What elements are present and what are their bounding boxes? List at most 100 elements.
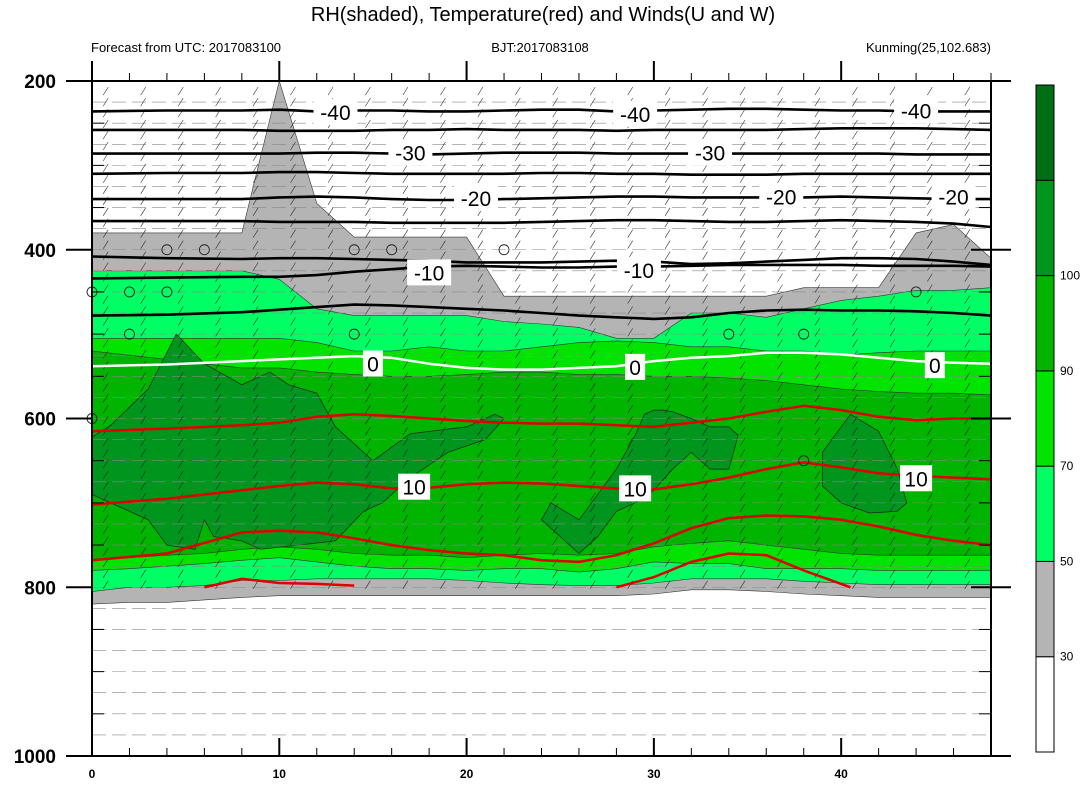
contour-labels: -40 -40 -40 -30 -30 -20 -20 -20 -10 -10 0 0 0 10 10 10 — [313, 97, 976, 502]
wind-barb — [889, 427, 896, 436]
wind-barb — [964, 328, 971, 337]
wind-barb — [365, 427, 371, 436]
wind-barb — [552, 152, 558, 162]
wind-barb — [777, 569, 783, 578]
wind-barb — [589, 547, 596, 556]
wind-barb — [365, 470, 371, 480]
wind-barb — [402, 86, 409, 96]
wind-barb — [177, 394, 184, 403]
wind-barb — [440, 207, 446, 216]
wind-barb — [327, 317, 334, 326]
wind-barb — [627, 383, 633, 392]
wind-barb — [290, 97, 296, 107]
wind-barb — [290, 503, 296, 513]
wind-barb — [814, 448, 821, 458]
wind-barb — [889, 229, 896, 238]
wind-barb — [215, 86, 221, 96]
wind-barb — [177, 580, 184, 589]
wind-barb — [515, 394, 521, 403]
wind-barb — [927, 427, 933, 436]
wind-barb — [177, 86, 184, 96]
wind-barb — [814, 416, 821, 425]
wind-barb — [777, 240, 783, 249]
wind-barb — [777, 448, 783, 458]
wind-barb — [140, 130, 146, 140]
wind-barb — [702, 361, 708, 370]
wind-barb — [252, 240, 259, 249]
wind-barb — [477, 251, 484, 260]
contour-label: 10 — [904, 468, 927, 491]
wind-barb — [552, 174, 558, 184]
wind-barb — [852, 86, 858, 96]
wind-barb — [327, 547, 334, 556]
contour-label-box — [688, 139, 733, 166]
wind-barb — [739, 119, 746, 129]
wind-barb — [852, 503, 858, 513]
wind-barb — [589, 350, 596, 359]
wind-barb — [177, 240, 184, 249]
wind-barb — [814, 163, 821, 173]
wind-barb — [477, 416, 484, 425]
wind-barb — [440, 514, 446, 524]
wind-barb — [702, 306, 708, 315]
wind-barb — [852, 163, 858, 173]
wind-barb — [739, 295, 746, 304]
wind-barb — [664, 163, 671, 173]
contour-label: 0 — [629, 357, 641, 380]
wind-barb — [177, 350, 184, 359]
wind-barb — [664, 119, 671, 129]
wind-barb — [140, 185, 146, 194]
wind-barb — [402, 207, 409, 216]
wind-barb — [852, 240, 858, 249]
wind-barb — [552, 229, 558, 238]
wind-barb — [290, 405, 296, 414]
wind-barb — [664, 240, 671, 249]
wind-barb — [290, 580, 296, 589]
wind-barb — [927, 240, 933, 249]
wind-barb — [215, 163, 221, 173]
wind-barb — [889, 558, 896, 567]
wind-barb — [290, 470, 296, 480]
wind-barb — [252, 295, 259, 304]
wind-barb — [252, 350, 259, 359]
wind-barb — [552, 372, 558, 381]
wind-barb — [215, 427, 221, 436]
wind-barb — [402, 350, 409, 359]
wind-barb — [552, 459, 558, 469]
wind-barb — [140, 328, 146, 337]
wind-barb — [290, 547, 296, 556]
wind-barb — [477, 448, 484, 458]
wind-barb — [477, 383, 484, 392]
wind-barb — [852, 141, 858, 151]
colorbar-label: 90 — [1060, 364, 1074, 378]
wind-barb — [290, 459, 296, 469]
wind-barb — [627, 558, 633, 567]
wind-barb — [589, 328, 596, 337]
temperature-contour — [91, 514, 992, 564]
wind-barb — [215, 284, 221, 293]
wind-barb — [627, 306, 633, 315]
wind-barb — [327, 262, 334, 271]
wind-barb — [177, 119, 184, 129]
wind-barb — [440, 503, 446, 513]
wind-barb — [252, 492, 259, 502]
wind-barb — [252, 514, 259, 524]
wind-barb — [964, 503, 971, 513]
wind-barb — [777, 503, 783, 513]
wind-barb — [290, 163, 296, 173]
wind-barb — [627, 459, 633, 469]
wind-barb — [777, 361, 783, 370]
wind-barb — [140, 470, 146, 480]
wind-barb — [477, 163, 484, 173]
wind-barb — [702, 339, 708, 348]
wind-barb — [515, 492, 521, 502]
wind-barb — [814, 97, 821, 107]
wind-barb — [140, 503, 146, 513]
x-tick-label: 10 — [273, 767, 287, 781]
wind-barb — [402, 569, 409, 578]
wind-barb — [964, 580, 971, 589]
wind-barb — [515, 163, 521, 173]
calm-wind-circle — [386, 244, 398, 256]
wind-barb — [477, 569, 484, 578]
wind-barb — [852, 525, 858, 535]
